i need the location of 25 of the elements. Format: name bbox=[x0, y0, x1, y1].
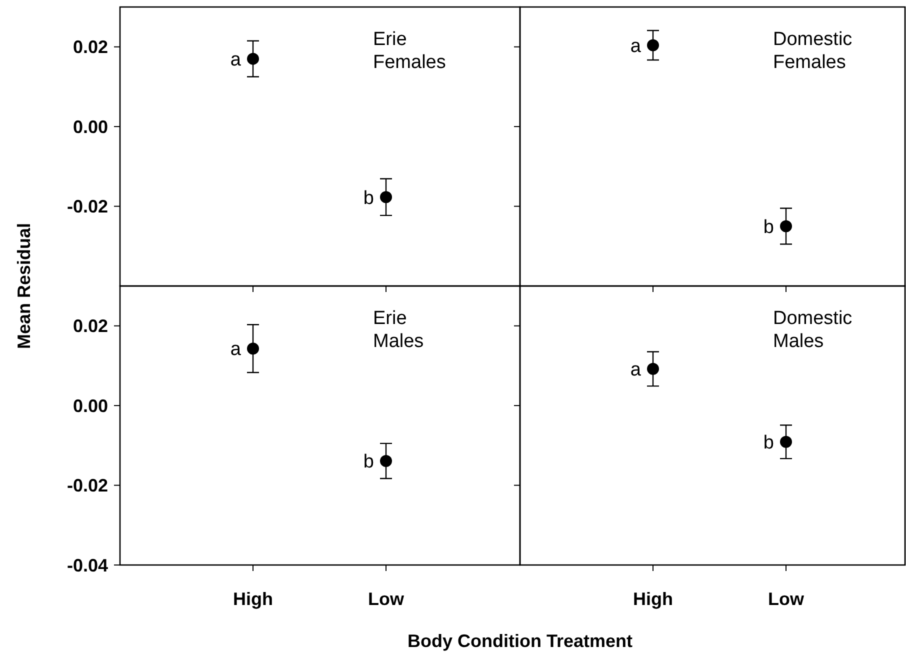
x-tick-label: Low bbox=[368, 589, 405, 609]
x-axis-title: Body Condition Treatment bbox=[408, 631, 633, 651]
x-tick-label: High bbox=[233, 589, 273, 609]
annotation: b bbox=[763, 216, 774, 238]
y-axis-title: Mean Residual bbox=[14, 222, 34, 350]
annotation: b bbox=[763, 432, 774, 454]
text: Domestic Males bbox=[773, 308, 852, 352]
y-tick-label: 0.02 bbox=[72, 316, 108, 336]
y-tick-label: 0.00 bbox=[72, 396, 108, 416]
annotation: b bbox=[363, 452, 374, 473]
y-tick-label: 0.02 bbox=[72, 37, 108, 58]
annotation: a bbox=[630, 36, 642, 57]
y-tick-label: -0.02 bbox=[66, 476, 108, 496]
annotation: a bbox=[230, 49, 242, 70]
y-tick-label: 0.00 bbox=[72, 116, 108, 137]
text: Erie Females bbox=[373, 29, 446, 73]
y-tick-label: -0.04 bbox=[66, 555, 108, 576]
annotation: a bbox=[630, 360, 642, 381]
x-tick-label: Low bbox=[768, 589, 805, 609]
y-tick-label: -0.02 bbox=[66, 196, 108, 217]
annotation: a bbox=[230, 339, 242, 360]
text: Erie Males bbox=[373, 308, 424, 352]
text: Domestic Females bbox=[773, 29, 852, 73]
annotation: b bbox=[363, 188, 374, 209]
x-tick-label: High bbox=[633, 589, 673, 609]
